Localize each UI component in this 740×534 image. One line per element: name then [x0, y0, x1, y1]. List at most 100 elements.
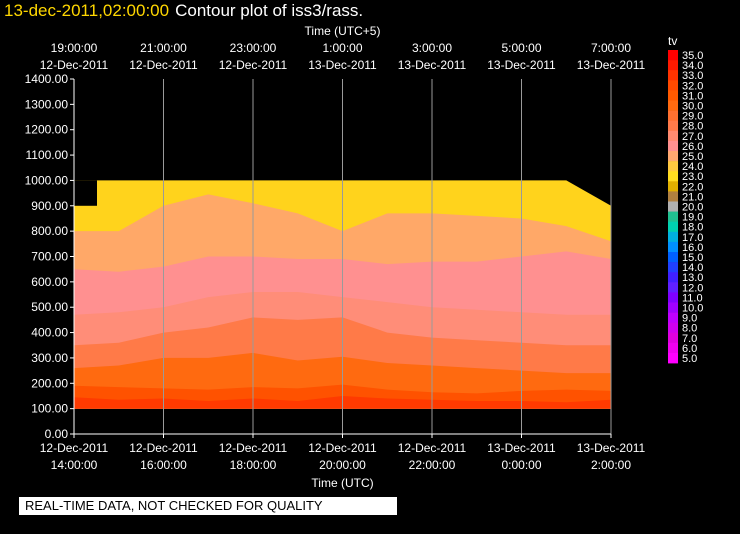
colorbar-level-label: 8.0: [682, 323, 697, 335]
colorbar-level-label: 11.0: [682, 292, 703, 304]
y-tick-label: 400.00: [31, 326, 68, 340]
y-tick-label: 1000.00: [25, 173, 69, 187]
colorbar-title: tv: [668, 34, 677, 48]
top-tick-time-label: 21:00:00: [140, 41, 187, 55]
colorbar-swatch: [668, 241, 678, 253]
colorbar-swatch: [668, 282, 678, 293]
colorbar-swatch: [668, 171, 678, 182]
x-tick-date-label: 12-Dec-2011: [219, 441, 288, 455]
colorbar-level-label: 32.0: [682, 80, 703, 92]
x-tick-date-label: 13-Dec-2011: [577, 441, 646, 455]
colorbar-swatch: [668, 60, 678, 71]
colorbar-swatch: [668, 353, 678, 364]
colorbar-swatch: [668, 312, 678, 323]
top-tick-time-label: 3:00:00: [412, 41, 452, 55]
title-time-label: 13-dec-2011,02:00:00: [4, 1, 170, 20]
colorbar-level-label: 10.0: [682, 303, 703, 315]
colorbar-level-label: 25.0: [682, 151, 703, 163]
x-tick-time-label: 16:00:00: [140, 458, 187, 472]
colorbar-level-label: 29.0: [682, 111, 703, 123]
top-tick-date-label: 12-Dec-2011: [129, 58, 198, 72]
y-tick-label: 300.00: [31, 351, 68, 365]
x-axis-title: Time (UTC): [311, 476, 373, 490]
colorbar-level-label: 27.0: [682, 131, 703, 143]
colorbar-level-label: 31.0: [682, 90, 703, 102]
colorbar-level-label: 13.0: [682, 272, 703, 284]
colorbar-swatch: [668, 120, 678, 132]
top-tick-date-label: 13-Dec-2011: [398, 58, 467, 72]
colorbar-swatch: [668, 332, 678, 344]
y-tick-label: 1200.00: [25, 123, 69, 137]
top-tick-time-label: 1:00:00: [322, 41, 362, 55]
colorbar-level-label: 18.0: [682, 222, 703, 234]
colorbar-swatch: [668, 140, 678, 152]
y-tick-label: 800.00: [31, 224, 68, 238]
x-tick-time-label: 0:00:00: [501, 458, 541, 472]
colorbar-level-label: 22.0: [682, 181, 703, 193]
colorbar-swatch: [668, 100, 678, 111]
colorbar-level-label: 28.0: [682, 121, 703, 133]
y-tick-label: 0.00: [45, 427, 69, 441]
title-text: Contour plot of iss3/rass.: [175, 1, 364, 20]
colorbar-level-label: 34.0: [682, 60, 703, 72]
top-tick-time-label: 23:00:00: [230, 41, 277, 55]
colorbar-swatch: [668, 211, 678, 222]
top-axis-title: Time (UTC+5): [305, 24, 381, 38]
x-tick-time-label: 18:00:00: [230, 458, 277, 472]
colorbar-level-label: 6.0: [682, 343, 697, 355]
y-tick-label: 900.00: [31, 199, 68, 213]
colorbar-swatch: [668, 322, 678, 334]
colorbar-level-label: 26.0: [682, 141, 703, 153]
colorbar-level-label: 16.0: [682, 242, 703, 254]
colorbar-level-label: 30.0: [682, 101, 703, 113]
colorbar-level-label: 20.0: [682, 202, 703, 214]
y-tick-label: 1100.00: [26, 148, 69, 162]
y-tick-label: 500.00: [31, 300, 68, 314]
top-tick-date-label: 13-Dec-2011: [308, 58, 377, 72]
top-tick-date-label: 13-Dec-2011: [577, 58, 646, 72]
x-tick-date-label: 13-Dec-2011: [487, 441, 556, 455]
colorbar-swatch: [668, 181, 678, 192]
colorbar-swatch: [668, 80, 678, 91]
chart-title: 13-dec-2011,02:00:00 Contour plot of iss3…: [4, 1, 363, 21]
y-tick-label: 1300.00: [25, 97, 69, 111]
colorbar-swatch: [668, 221, 678, 233]
colorbar-level-label: 7.0: [682, 333, 697, 345]
colorbar-swatch: [668, 262, 678, 273]
colorbar-level-label: 19.0: [682, 212, 703, 224]
colorbar-swatch: [668, 151, 678, 162]
colorbar-level-label: 21.0: [682, 191, 703, 203]
colorbar-swatch: [668, 70, 678, 81]
top-tick-time-label: 19:00:00: [51, 41, 98, 55]
x-tick-time-label: 2:00:00: [591, 458, 631, 472]
top-tick-time-label: 7:00:00: [591, 41, 631, 55]
top-tick-date-label: 12-Dec-2011: [219, 58, 288, 72]
colorbar-level-label: 35.0: [682, 50, 703, 62]
colorbar-level-label: 23.0: [682, 171, 703, 183]
y-tick-label: 100.00: [31, 402, 68, 416]
colorbar-swatch: [668, 90, 678, 101]
y-tick-label: 200.00: [31, 376, 68, 390]
colorbar-swatch: [668, 110, 678, 121]
quality-banner: REAL-TIME DATA, NOT CHECKED FOR QUALITY: [19, 497, 397, 515]
colorbar-level-label: 17.0: [682, 232, 703, 244]
y-tick-label: 1400.00: [25, 72, 69, 86]
top-tick-date-label: 13-Dec-2011: [487, 58, 556, 72]
colorbar-swatch: [668, 161, 678, 172]
colorbar-level-label: 15.0: [682, 252, 703, 264]
colorbar-level-label: 33.0: [682, 70, 703, 82]
colorbar-swatch: [668, 130, 678, 142]
colorbar-swatch: [668, 292, 678, 303]
x-tick-time-label: 22:00:00: [409, 458, 456, 472]
x-tick-date-label: 12-Dec-2011: [40, 441, 109, 455]
x-tick-date-label: 12-Dec-2011: [398, 441, 467, 455]
colorbar-swatch: [668, 252, 678, 263]
no-data-region: [74, 180, 97, 206]
colorbar-level-label: 24.0: [682, 161, 703, 173]
colorbar-level-label: 5.0: [682, 353, 697, 365]
colorbar-swatch: [668, 302, 678, 313]
colorbar-swatch: [668, 191, 678, 202]
colorbar-swatch: [668, 50, 678, 61]
x-tick-time-label: 14:00:00: [51, 458, 98, 472]
